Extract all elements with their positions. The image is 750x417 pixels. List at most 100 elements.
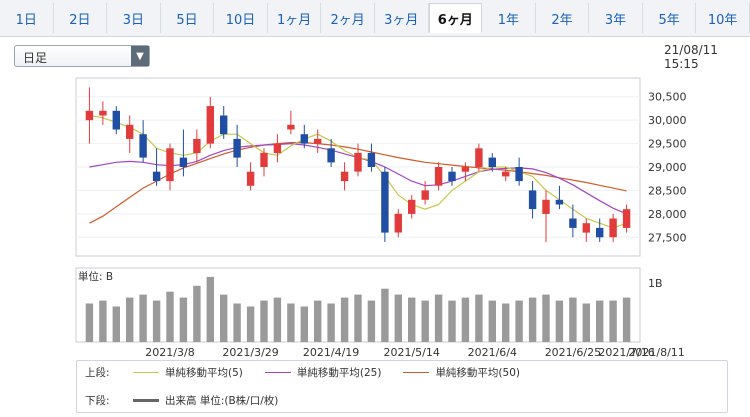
tab-13[interactable]: 10年 <box>696 3 750 33</box>
legend-upper-row: 上段: 単純移動平均(5) 単純移動平均(25) 単純移動平均(50) <box>85 365 532 379</box>
tab-7[interactable]: 3ヶ月 <box>375 3 429 33</box>
candle-body <box>528 190 537 210</box>
candle-body <box>354 152 362 172</box>
candle-body <box>126 124 134 139</box>
candle-body <box>300 134 308 144</box>
volume-bar <box>528 297 537 342</box>
volume-bar <box>622 297 631 342</box>
tab-0[interactable]: 1日 <box>0 3 54 33</box>
candle-body <box>502 171 510 177</box>
tab-9[interactable]: 1年 <box>482 3 536 33</box>
volume-bar <box>166 291 174 342</box>
legend-sma5-label: 単純移動平均(5) <box>165 366 243 379</box>
legend-lower-head: 下段: <box>85 394 110 407</box>
legend-item-sma5: 単純移動平均(5) <box>133 365 243 380</box>
legend-sma50-label: 単純移動平均(50) <box>435 366 520 379</box>
candle-body <box>220 115 228 135</box>
candle-body <box>622 209 631 228</box>
candle-body <box>166 148 174 182</box>
candle-body <box>367 152 376 167</box>
legend-item-sma25: 単純移動平均(25) <box>264 365 382 380</box>
volume-bar <box>260 300 268 342</box>
candle-body <box>112 110 120 130</box>
price-tick-label: 29,500 <box>648 138 687 151</box>
candle-body <box>394 213 402 233</box>
candle-body <box>596 227 604 238</box>
tab-11[interactable]: 3年 <box>589 3 643 33</box>
tab-4[interactable]: 10日 <box>214 3 268 33</box>
candle-body <box>246 171 255 186</box>
candle-body <box>461 167 470 172</box>
volume-bar <box>193 285 201 342</box>
candle-body <box>421 190 429 200</box>
volume-bar <box>340 297 349 342</box>
price-tick-label: 28,500 <box>648 184 687 197</box>
volume-bar <box>85 303 94 342</box>
volume-bar <box>542 294 550 342</box>
legend-lower-row: 下段: 出来高 単位:(B株/口/枚) <box>85 393 290 407</box>
candle-body <box>448 171 456 182</box>
legend-item-sma50: 単純移動平均(50) <box>403 365 520 380</box>
x-tick-label: 2021/6/4 <box>468 346 517 359</box>
price-tick-label: 27,500 <box>648 231 687 244</box>
price-tick-label: 30,000 <box>648 114 687 127</box>
tab-1[interactable]: 2日 <box>54 3 108 33</box>
volume-bar <box>555 300 564 342</box>
volume-bar <box>246 306 255 342</box>
candle-body <box>340 171 349 182</box>
volume-bar <box>448 300 456 342</box>
candle-body <box>287 124 295 130</box>
price-tick-label: 28,000 <box>648 208 687 221</box>
volume-bar <box>461 297 470 342</box>
legend-sma25-label: 単純移動平均(25) <box>296 366 382 379</box>
volume-bar <box>609 300 617 342</box>
volume-bar <box>596 300 604 342</box>
candle-body <box>314 138 322 144</box>
candle-body <box>273 143 282 153</box>
volume-bar <box>327 303 335 342</box>
interval-select-value: 日足 <box>23 51 48 65</box>
x-tick-label: 2021/3/8 <box>145 346 194 359</box>
tab-2[interactable]: 3日 <box>107 3 161 33</box>
period-tabs: 1日 2日 3日 5日 10日 1ヶ月 2ヶ月 3ヶ月 6ヶ月 1年 2年 3年 5年 10年 <box>0 0 750 37</box>
x-tick-label: 2021/7/16 <box>598 346 654 359</box>
interval-select[interactable]: 日足 ▼ <box>14 45 150 67</box>
volume-bar <box>381 288 389 342</box>
candle-body <box>179 157 188 167</box>
volume-bar <box>475 294 483 342</box>
price-tick-label: 30,500 <box>648 91 687 104</box>
volume-unit-label: 単位: B <box>78 270 113 283</box>
candle-body <box>260 152 268 167</box>
candle-body <box>206 106 214 144</box>
volume-bar <box>515 300 523 342</box>
tab-6[interactable]: 2ヶ月 <box>321 3 375 33</box>
x-tick-label: 2021/5/14 <box>383 346 439 359</box>
volume-bar <box>502 303 510 342</box>
legend-volume-label: 出来高 単位:(B株/口/枚) <box>165 394 279 407</box>
candle-body <box>381 171 389 233</box>
candle-body <box>488 157 496 167</box>
candle-body <box>475 148 483 167</box>
volume-bar <box>139 294 147 342</box>
volume-bar <box>394 294 402 342</box>
volume-bar <box>367 300 376 342</box>
tab-3[interactable]: 5日 <box>161 3 215 33</box>
sma25-swatch-icon <box>264 371 291 373</box>
candle-body <box>555 199 564 205</box>
volume-bar <box>99 300 107 342</box>
tab-10[interactable]: 2年 <box>536 3 590 33</box>
candle-body <box>193 138 201 153</box>
volume-bar <box>434 294 443 342</box>
tab-12[interactable]: 5年 <box>643 3 697 33</box>
tab-8[interactable]: 6ヶ月 <box>428 3 483 33</box>
x-tick-label: 2021/6/25 <box>545 346 601 359</box>
tab-5[interactable]: 1ヶ月 <box>268 3 322 33</box>
candle-body <box>139 134 147 158</box>
x-tick-label: 2021/3/29 <box>222 346 278 359</box>
volume-tick-label: 1B <box>648 277 663 290</box>
volume-bar <box>300 306 308 342</box>
volume-bar <box>220 294 228 342</box>
volume-bar <box>206 276 214 342</box>
volume-bar <box>582 303 590 342</box>
candle-body <box>569 218 577 228</box>
